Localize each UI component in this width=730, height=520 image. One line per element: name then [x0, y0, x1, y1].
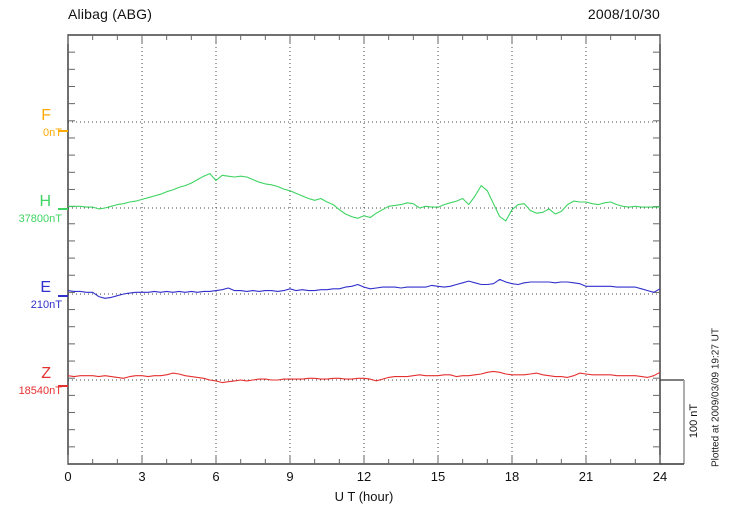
x-tick-label-21: 21: [578, 469, 594, 484]
x-tick-label-18: 18: [504, 469, 520, 484]
xaxis-title: U T (hour): [334, 489, 394, 504]
trace-Z: [67, 370, 661, 384]
component-label-F: F 0nT: [41, 107, 62, 140]
trace-E: [67, 278, 661, 299]
x-tick-label-12: 12: [356, 469, 372, 484]
component-baseline-value-E: 210nT: [30, 299, 62, 311]
component-label-H: H 37800nT: [18, 193, 62, 226]
component-label-Z: Z 18540nT: [18, 365, 62, 398]
plot-date: 2008/10/30: [587, 6, 660, 22]
component-baseline-value-F: 0nT: [43, 127, 62, 139]
x-tick-label-3: 3: [138, 469, 146, 484]
x-tick-label-15: 15: [430, 469, 446, 484]
component-letter-E: E: [40, 279, 51, 296]
x-tick-label-24: 24: [652, 469, 668, 484]
component-letter-Z: Z: [41, 365, 51, 382]
component-letter-H: H: [39, 193, 51, 210]
station-title: Alibag (ABG): [68, 6, 153, 22]
component-baseline-value-Z: 18540nT: [18, 385, 62, 397]
component-letter-F: F: [41, 107, 51, 124]
component-baseline-value-H: 37800nT: [18, 213, 62, 225]
plotted-timestamp-note: Plotted at 2009/03/09 19:27 UT: [710, 328, 722, 467]
x-tick-label-9: 9: [286, 469, 294, 484]
x-tick-label-6: 6: [212, 469, 220, 484]
component-label-E: E 210nT: [30, 279, 62, 312]
scalebar-label: 100 nT: [688, 403, 700, 439]
trace-H: [68, 173, 660, 222]
x-tick-label-0: 0: [64, 469, 72, 484]
